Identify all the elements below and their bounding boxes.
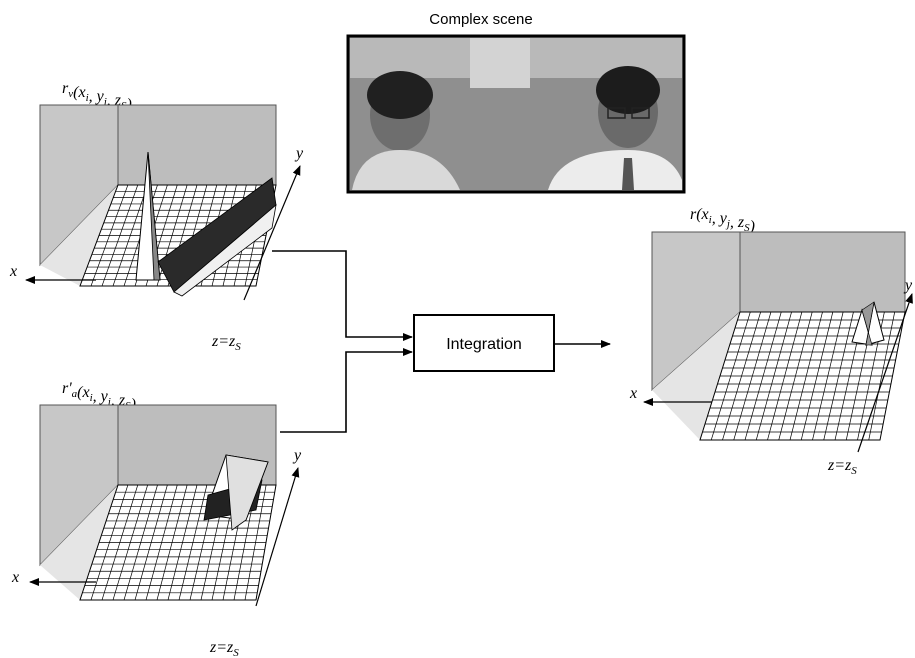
plot-result-peaks [851,301,885,346]
person-left [352,71,460,190]
plot-ra-y-axis [255,467,300,607]
plot-ra-y-label: y [292,447,302,464]
connector-rv-to-integration [272,250,413,341]
connectors [272,250,611,433]
person-right [548,66,682,190]
integration-label: Integration [446,336,522,353]
scene-photo [346,34,686,194]
plot-result-x-label: x [629,385,637,402]
plot-rv-y-label: y [294,145,304,162]
plot-result-label: r(xi, yj, zS) [690,206,755,235]
integration-box [413,314,555,372]
plot-ra: r'a(xi, yj, zS) x y z=zS [11,380,302,658]
plot-ra-z-label: z=zS [209,639,239,658]
plot-result: r(xi, yj, zS) x y z=zS [629,206,913,477]
plot-result-y-axis [857,293,913,453]
plot-rv-x-label: x [9,263,17,280]
plot-rv-peaks [135,151,277,297]
plot-rv: rv(xi, yj, zS) x y z=zS [9,80,304,353]
plot-rv-z-label: z=zS [211,333,241,353]
integration-block: Integration [413,314,555,372]
plot-rv-y-axis [243,165,301,301]
connector-ra-to-integration [280,348,413,433]
plot-result-y-label: y [903,277,913,294]
plot-ra-x-label: x [11,569,19,586]
scene-title: Complex scene [429,11,532,28]
plot-ra-peaks [203,454,269,531]
complex-scene-group: Complex scene [346,11,686,194]
plot-result-z-label: z=zS [827,457,857,477]
